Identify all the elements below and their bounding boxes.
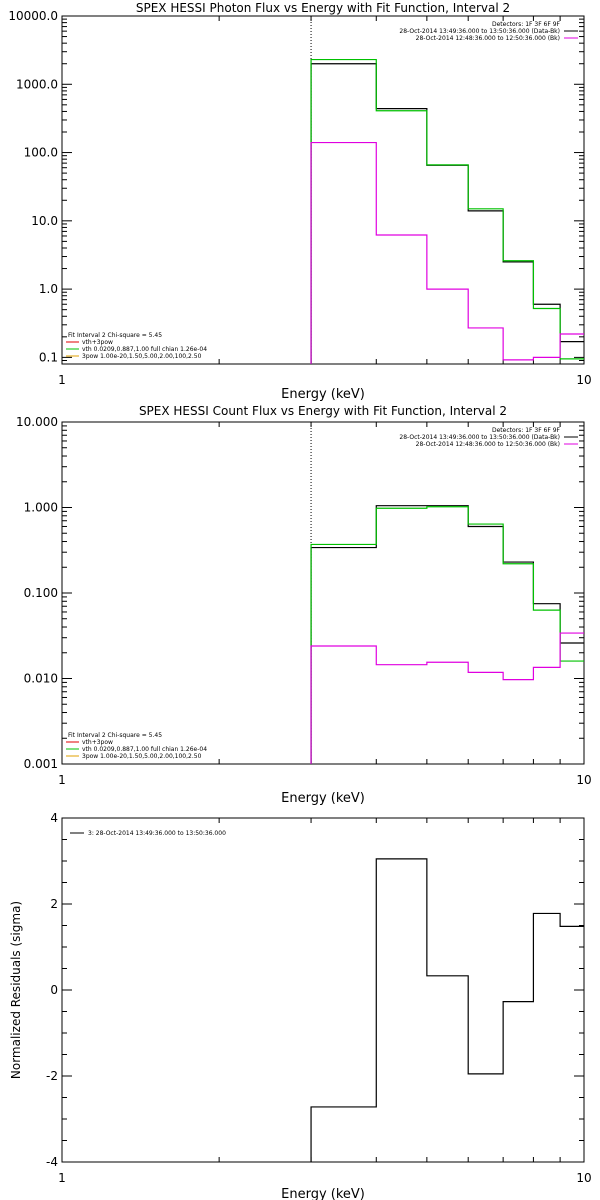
legend-entry: vth+3pow — [82, 339, 113, 346]
legend-entry: 3: 28-Oct-2014 13:49:36.000 to 13:50:36.… — [88, 830, 226, 837]
x-tick-label: 1 — [58, 373, 66, 387]
y-tick-label: -4 — [46, 1155, 58, 1169]
plot-frame — [61, 817, 585, 1163]
count-flux-panel: SPEX HESSI Count Flux vs Energy with Fit… — [16, 404, 592, 806]
y-tick-label: 10000.0 — [8, 9, 58, 23]
series-line — [310, 506, 584, 764]
legend-entry: 28-Oct-2014 12:48:36.000 to 12:50:36.000… — [416, 35, 560, 42]
y-tick-label: 1.0 — [39, 282, 58, 296]
plot-frame — [61, 421, 585, 765]
y-tick-label: 0.001 — [24, 757, 58, 771]
series-line — [310, 858, 584, 1162]
x-axis-label: Energy (keV) — [281, 791, 365, 806]
series-line — [310, 58, 584, 364]
residuals-panel: -4 -2 0 2 4 1 10 Energy (keV) Normalized Residua… — [9, 811, 592, 1200]
y-tick-label: 1000.0 — [16, 77, 58, 91]
chart-title: SPEX HESSI Count Flux vs Energy with Fit… — [139, 404, 507, 418]
legend-entry: vth 0.0209,0.887,1.00 full chian 1.26e-0… — [82, 346, 207, 353]
y-tick-label: 10.0 — [31, 214, 58, 228]
photon-flux-panel: SPEX HESSI Photon Flux vs Energy with Fi… — [8, 1, 591, 402]
y-tick-label: -2 — [46, 1069, 58, 1083]
x-tick-label: 1 — [58, 1171, 66, 1185]
chart-title: SPEX HESSI Photon Flux vs Energy with Fi… — [136, 1, 510, 15]
y-tick-label: 0 — [50, 983, 58, 997]
legend-entry: Detectors: 1F 3F 6F 9F — [492, 427, 561, 434]
legend-entry: 28-Oct-2014 13:49:36.000 to 13:50:36.000… — [399, 28, 560, 35]
legend-entry: vth+3pow — [82, 739, 113, 746]
x-axis-label: Energy (keV) — [281, 387, 365, 402]
y-tick-label: 0.100 — [24, 586, 58, 600]
legend-entry: 3pow 1.00e-20,1.50,5.00,2.00,100,2.50 — [82, 353, 202, 360]
x-tick-label: 1 — [58, 773, 66, 787]
x-tick-label: 10 — [576, 1171, 591, 1185]
y-tick-label: 0.1 — [39, 350, 58, 364]
x-tick-label: 10 — [576, 773, 591, 787]
x-tick-label: 10 — [576, 373, 591, 387]
series-line — [310, 141, 584, 364]
y-axis-label: Normalized Residuals (sigma) — [9, 901, 23, 1079]
series-line — [310, 63, 584, 364]
plot-frame — [61, 15, 585, 365]
series-line — [310, 632, 584, 764]
legend-entry: Fit Interval 2 Chi-square = 5.45 — [68, 332, 162, 339]
y-tick-label: 100.0 — [24, 146, 58, 160]
legend-entry: vth 0.0209,0.887,1.00 full chian 1.26e-0… — [82, 746, 207, 753]
legend-entry: Detectors: 1F 3F 6F 9F — [492, 21, 561, 28]
x-axis-label: Energy (keV) — [281, 1187, 365, 1200]
y-tick-label: 10.000 — [16, 415, 58, 429]
y-tick-label: 2 — [50, 897, 58, 911]
y-tick-label: 1.000 — [24, 501, 58, 515]
y-tick-label: 0.010 — [24, 672, 58, 686]
y-tick-label: 4 — [50, 811, 58, 825]
legend-entry: 3pow 1.00e-20,1.50,5.00,2.00,100,2.50 — [82, 753, 202, 760]
legend-entry: 28-Oct-2014 12:48:36.000 to 12:50:36.000… — [416, 441, 560, 448]
legend-entry: Fit Interval 2 Chi-square = 5.45 — [68, 732, 162, 739]
legend-entry: 28-Oct-2014 13:49:36.000 to 13:50:36.000… — [399, 434, 560, 441]
